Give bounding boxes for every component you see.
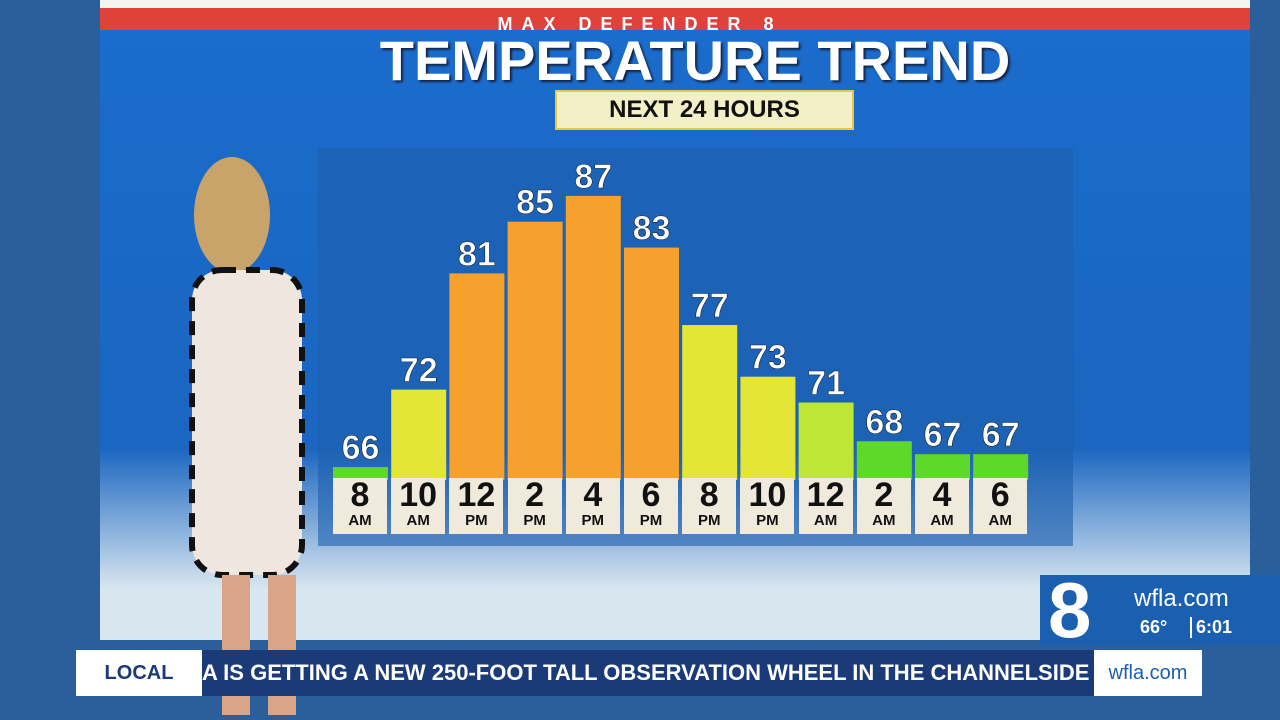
value-label: 68 <box>865 403 903 441</box>
presenter <box>189 157 305 715</box>
x-tick-label: 6 PM <box>624 476 678 534</box>
bar <box>507 221 563 480</box>
value-label: 71 <box>807 365 845 403</box>
bar <box>856 441 912 480</box>
subtitle: NEXT 24 HOURS <box>555 90 854 130</box>
x-tick-label: 8 AM <box>333 476 387 534</box>
ticker-site: wfla.com <box>1094 650 1202 696</box>
value-label: 85 <box>516 184 554 222</box>
value-label: 67 <box>982 416 1020 454</box>
value-label: 72 <box>400 352 438 390</box>
x-tick-label: 4 PM <box>565 476 620 534</box>
bar <box>565 195 621 481</box>
header-band <box>100 0 1250 40</box>
value-label: 87 <box>574 158 612 196</box>
x-tick-label: 4 AM <box>915 476 969 534</box>
x-tick-label: 2 PM <box>507 476 562 534</box>
bar <box>624 247 679 480</box>
value-label: 73 <box>749 339 787 377</box>
bar <box>333 467 388 480</box>
x-tick-label: 12 AM <box>798 476 853 534</box>
ticker-section: LOCAL <box>76 650 202 696</box>
value-label: 81 <box>458 235 496 273</box>
value-label: 77 <box>691 287 729 325</box>
bar <box>915 454 970 480</box>
channel-number: 8 <box>1048 566 1092 654</box>
x-tick-label: 8 PM <box>682 476 737 534</box>
ticker-band <box>76 650 1202 696</box>
chart-title: TEMPERATURE TREND <box>379 29 1011 92</box>
value-label: 83 <box>633 210 671 248</box>
bar <box>391 389 447 480</box>
bar <box>973 454 1029 480</box>
value-label: 66 <box>342 429 380 467</box>
x-tick-label: 12 PM <box>449 476 504 534</box>
bar <box>798 402 854 480</box>
site: wfla.com <box>1134 585 1229 612</box>
temperature: 66° <box>1140 617 1168 637</box>
bar <box>682 325 738 480</box>
station-bug: 8 wfla.com 66° 6:01 <box>1040 566 1280 654</box>
bar <box>740 376 796 480</box>
brand: MAX DEFENDER 8 <box>497 14 783 34</box>
x-tick-label: 2 AM <box>856 476 911 534</box>
x-tick-label: 10 PM <box>740 476 795 534</box>
value-label: 67 <box>924 416 962 454</box>
time: 6:01 <box>1190 617 1232 638</box>
ticker-headline: A IS GETTING A NEW 250-FOOT TALL OBSERVA… <box>202 660 1094 685</box>
x-tick-label: 6 AM <box>973 476 1028 534</box>
x-tick-label: 10 AM <box>391 476 446 534</box>
bar <box>449 273 505 480</box>
